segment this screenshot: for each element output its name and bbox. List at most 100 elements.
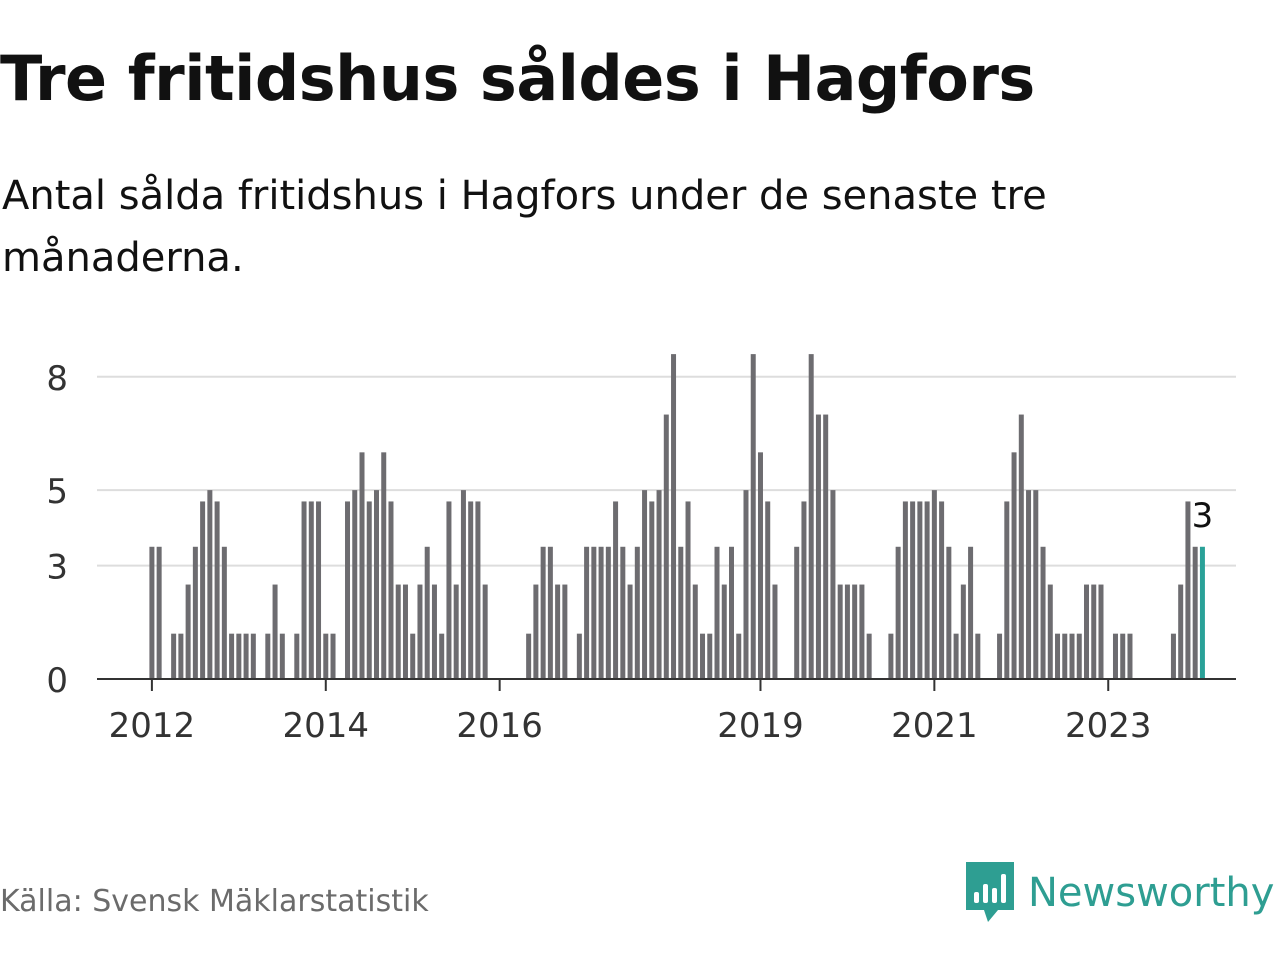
bar [214, 501, 220, 679]
bar [482, 584, 488, 679]
brand-name: Newsworthy [1028, 870, 1275, 916]
x-tick-label: 2021 [891, 706, 978, 746]
bar [468, 501, 474, 679]
bar [243, 633, 249, 679]
bar [1033, 490, 1039, 679]
bar [815, 414, 821, 679]
bar-chart-speech-bubble-icon [966, 862, 1014, 922]
bar [540, 546, 546, 679]
bar [917, 501, 923, 679]
bar [1084, 584, 1090, 679]
bar [620, 546, 626, 679]
bars [149, 354, 1205, 679]
bar [171, 633, 177, 679]
bar [663, 414, 669, 679]
bar [1069, 633, 1075, 679]
y-tick-label: 3 [46, 548, 68, 588]
x-tick-label: 2016 [456, 706, 543, 746]
bar [453, 584, 459, 679]
bar [381, 452, 387, 679]
bar [830, 490, 836, 679]
bar [656, 490, 662, 679]
bar [366, 501, 372, 679]
bar [1127, 633, 1133, 679]
bar [1120, 633, 1126, 679]
bar [279, 633, 285, 679]
bar [1018, 414, 1024, 679]
bar [460, 490, 466, 679]
bar [895, 546, 901, 679]
bar [685, 501, 691, 679]
bar [555, 584, 561, 679]
bar [939, 501, 945, 679]
y-tick-label: 5 [46, 472, 68, 512]
bar [1011, 452, 1017, 679]
bar [627, 584, 633, 679]
bar [178, 633, 184, 679]
bar [700, 633, 706, 679]
bar [1004, 501, 1010, 679]
bar [547, 546, 553, 679]
bar [417, 584, 423, 679]
bar [359, 452, 365, 679]
bar [1076, 633, 1082, 679]
bar [576, 633, 582, 679]
bar [323, 633, 329, 679]
bar [1062, 633, 1068, 679]
bar [395, 584, 401, 679]
bar [207, 490, 213, 679]
bar [1026, 490, 1032, 679]
y-tick-label: 8 [46, 359, 68, 399]
bar [910, 501, 916, 679]
x-axis-ticks: 2012 2014 2016 2019 2021 2023 [109, 679, 1152, 746]
bar [997, 633, 1003, 679]
bar [960, 584, 966, 679]
bar [1185, 501, 1191, 679]
bar [852, 584, 858, 679]
bar [613, 501, 619, 679]
bar [707, 633, 713, 679]
bar [729, 546, 734, 679]
bar [678, 546, 684, 679]
bar [837, 584, 843, 679]
bar [352, 490, 358, 679]
bar [757, 452, 763, 679]
bar [410, 633, 416, 679]
bar [308, 501, 314, 679]
bar [192, 546, 198, 679]
bar [533, 584, 539, 679]
bar [736, 633, 742, 679]
x-tick-label: 2023 [1065, 706, 1152, 746]
bar [743, 490, 749, 679]
bar [229, 633, 235, 679]
bar [1098, 584, 1104, 679]
bar [634, 546, 640, 679]
bar [294, 633, 300, 679]
source-note: Källa: Svensk Mäklarstatistik [0, 884, 429, 919]
bar [424, 546, 430, 679]
bar [149, 546, 155, 679]
bar [859, 584, 865, 679]
bar [1040, 546, 1046, 679]
bar [562, 584, 568, 679]
bar [156, 546, 162, 679]
bar [446, 501, 452, 679]
bar [750, 354, 756, 679]
bar [924, 501, 930, 679]
bar [823, 414, 829, 679]
bar [714, 546, 720, 679]
annotations: 3 [1189, 493, 1216, 538]
bar [721, 584, 727, 679]
bar [1091, 584, 1097, 679]
bar [598, 546, 604, 679]
bar [649, 501, 655, 679]
bar [236, 633, 242, 679]
bar [1192, 546, 1198, 679]
bar [808, 354, 814, 679]
bar [902, 501, 908, 679]
bar [765, 501, 771, 679]
bar [605, 546, 611, 679]
bar [591, 546, 597, 679]
bar [931, 490, 937, 679]
